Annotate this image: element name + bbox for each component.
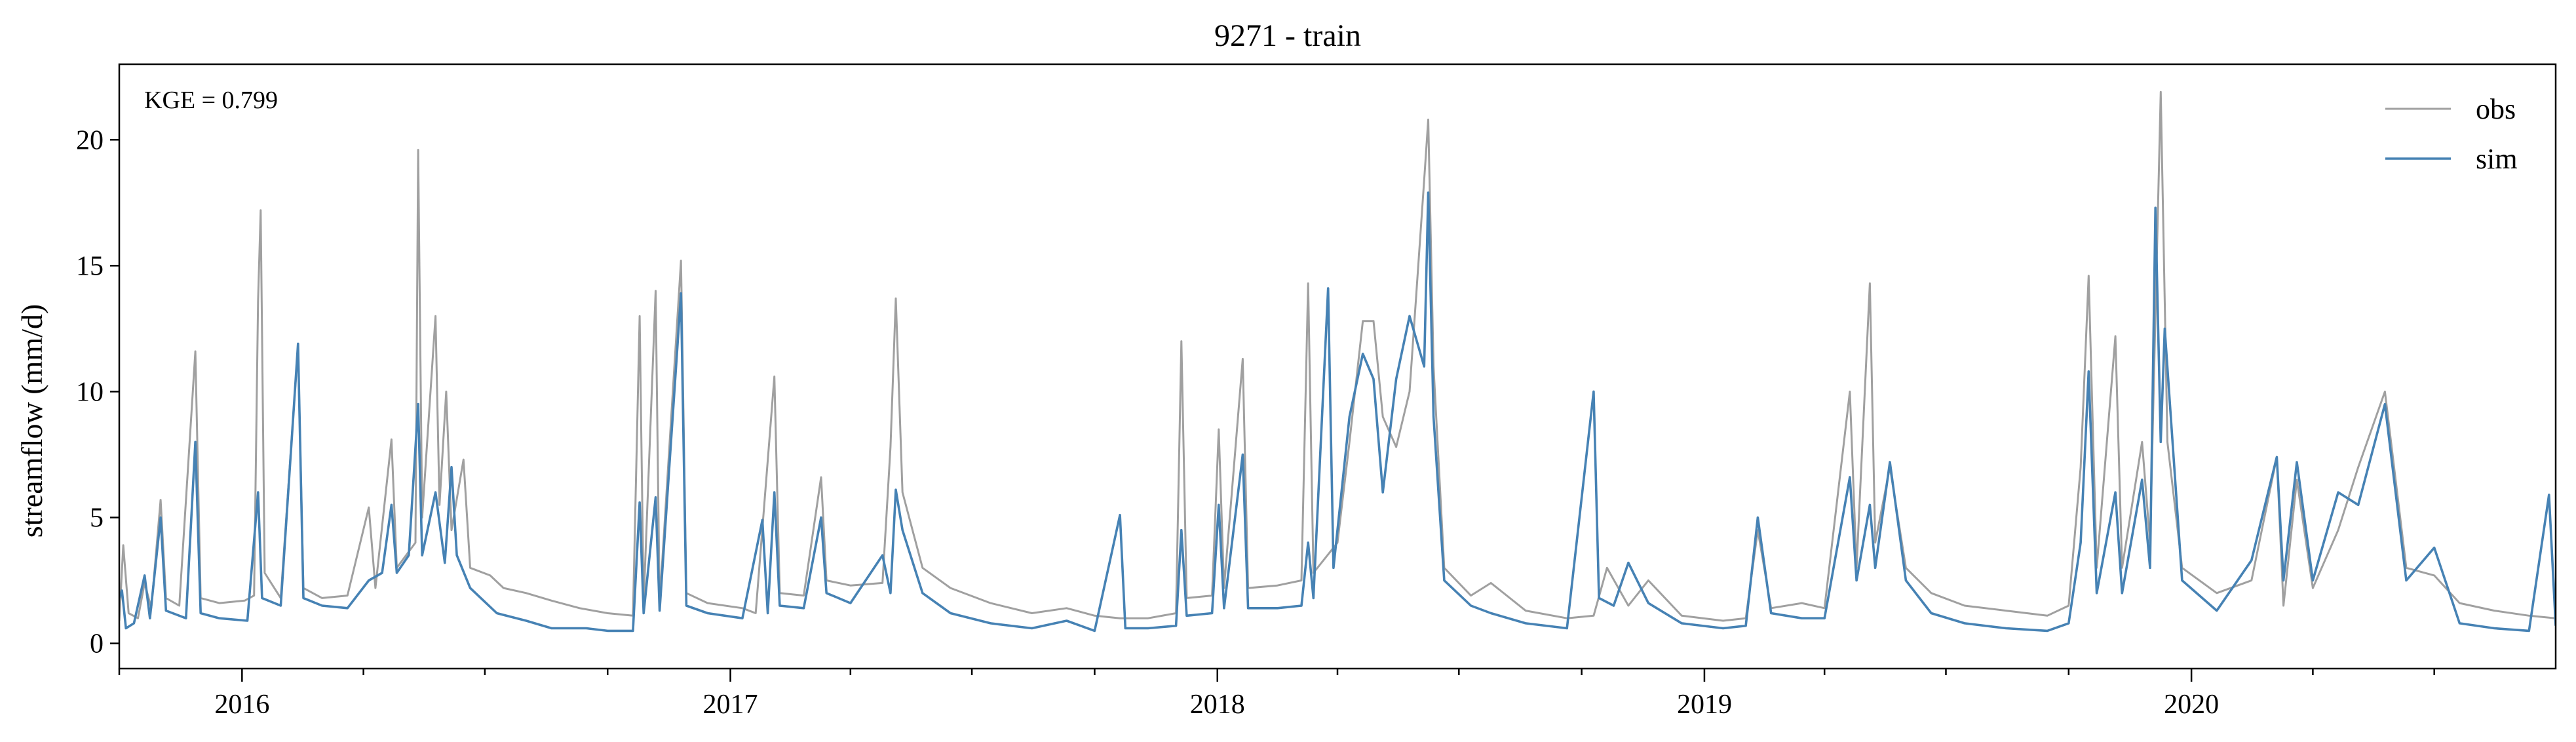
x-tick-label: 2017 (703, 690, 758, 720)
kge-annotation: KGE = 0.799 (144, 87, 278, 114)
series-line-obs (119, 90, 2556, 622)
plot-frame (118, 63, 2557, 670)
y-tick-label: 10 (76, 377, 104, 407)
legend-label-obs: obs (2476, 93, 2516, 125)
x-tick-label: 2019 (1677, 690, 1732, 720)
series-layer (119, 90, 2556, 633)
chart-title: 9271 - train (1214, 18, 1361, 53)
x-tick-label: 2016 (214, 690, 269, 720)
x-tick-label: 2020 (2164, 690, 2219, 720)
y-tick-label: 20 (76, 125, 104, 155)
y-tick-label: 15 (76, 251, 104, 281)
y-axis-label: streamflow (mm/d) (15, 304, 48, 537)
y-tick-label: 0 (90, 629, 104, 659)
legend: obs sim (2385, 93, 2518, 175)
x-axis: 2016 2017 2018 2019 2020 (118, 669, 2435, 720)
series-line-sim (119, 191, 2556, 633)
y-axis: 0 5 10 15 20 (76, 125, 119, 659)
legend-label-sim: sim (2476, 143, 2518, 175)
x-tick-label: 2018 (1190, 690, 1245, 720)
y-tick-label: 5 (90, 503, 104, 534)
